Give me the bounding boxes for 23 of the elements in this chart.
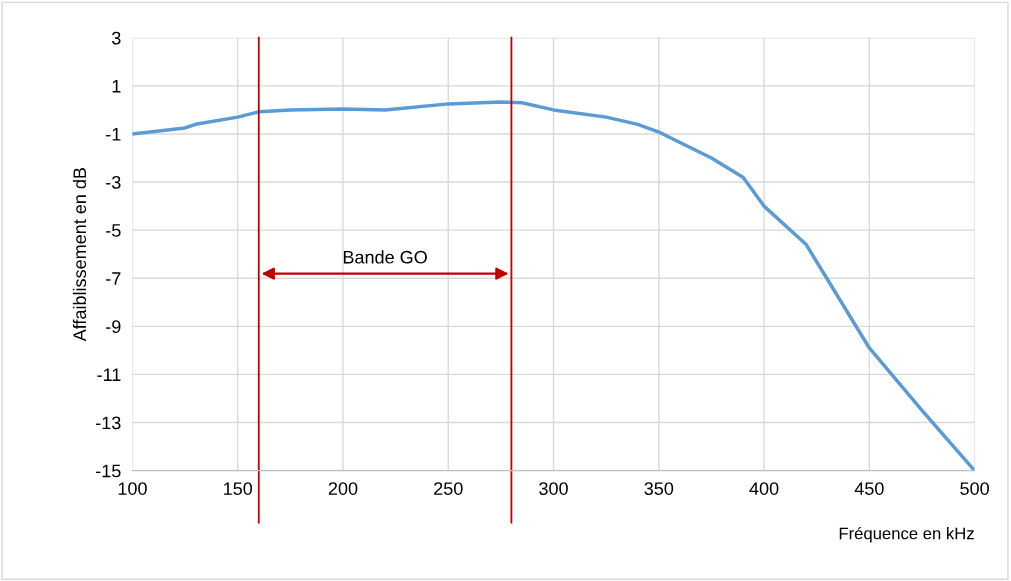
y-tick-label: -7 — [106, 272, 121, 285]
line-series — [132, 100, 975, 471]
y-tick-label: -5 — [106, 224, 121, 237]
y-tick-label: 3 — [111, 31, 121, 45]
y-tick-label: -15 — [96, 464, 121, 478]
x-tick-label: 500 — [960, 482, 989, 495]
x-tick-label: 400 — [749, 482, 779, 495]
annotation: Bande GO — [343, 250, 427, 264]
y-tick-label: -3 — [106, 175, 121, 189]
x-axis-title: Fréquence en kHz — [839, 526, 974, 543]
x-tick-label: 450 — [854, 482, 884, 495]
x-tick-label: 250 — [434, 482, 463, 495]
y-tick-label: -13 — [96, 416, 121, 430]
x-tick-label: 350 — [644, 482, 674, 495]
y-tick-label: -1 — [106, 128, 121, 141]
y-tick-label: -9 — [106, 320, 121, 334]
y-tick-label: -11 — [97, 368, 121, 381]
x-tick-label: 300 — [539, 482, 568, 495]
x-tick-label: 150 — [224, 482, 253, 495]
y-tick-label: 1 — [112, 79, 121, 93]
x-tick-label: 100 — [118, 482, 147, 495]
y-axis-title: Affaiblissement en dB — [72, 167, 87, 342]
x-tick-label: 200 — [328, 482, 358, 495]
